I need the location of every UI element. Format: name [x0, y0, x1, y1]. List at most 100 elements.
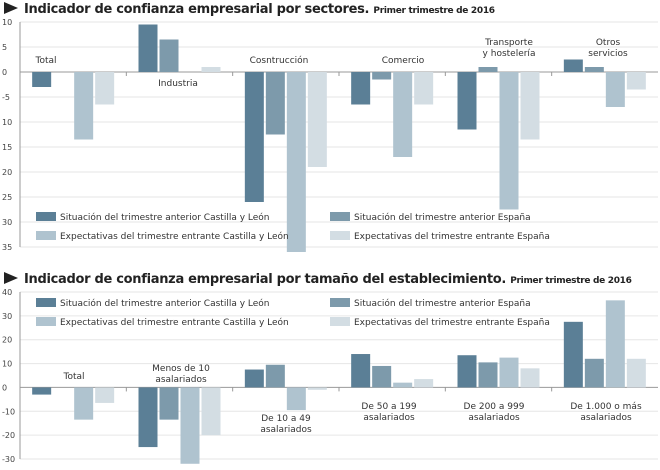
chart-sectores: 10 5 0 -5 10 15 20 25 30 35 Total Industria Cosntruc… — [2, 18, 658, 252]
chart-title-text: Indicador de confianza empresarial por s… — [24, 2, 370, 17]
legend-label: Expectativas del trimestre entrante Cast… — [60, 231, 289, 242]
chart-subtitle: Primer trimestre de 2016 — [510, 276, 632, 286]
bar — [372, 365, 392, 388]
category-label: servicios — [588, 49, 628, 59]
bar — [626, 358, 646, 388]
y-tick-label: -5 — [2, 93, 10, 102]
y-tick-label: -20 — [2, 431, 15, 440]
category-label: asalariados — [260, 425, 312, 435]
bar — [138, 387, 158, 448]
chart-title-tamano: Indicador de confianza empresarial por t… — [4, 272, 632, 287]
bar — [457, 355, 477, 388]
bar — [478, 362, 498, 388]
legend-label: Expectativas del trimestre entrante Cast… — [60, 317, 289, 328]
category-label: Total — [62, 372, 84, 382]
y-tick-label: 15 — [2, 143, 12, 152]
y-tick-label: 30 — [2, 218, 12, 227]
legend-swatch — [330, 317, 350, 326]
legend-swatch — [36, 317, 56, 326]
bar — [457, 72, 477, 130]
bar — [74, 72, 94, 140]
legend-label: Situación del trimestre anterior España — [354, 212, 531, 223]
bar — [520, 72, 540, 140]
y-tick-label: 20 — [2, 336, 12, 345]
category-label: Menos de 10 — [152, 364, 210, 374]
y-tick-label: 30 — [2, 312, 12, 321]
bar — [244, 72, 264, 202]
category-label: De 50 a 199 — [361, 402, 416, 412]
legend-swatch — [36, 298, 56, 307]
legend-label: Expectativas del trimestre entrante Espa… — [354, 318, 550, 328]
category-label: y hostelería — [483, 49, 536, 59]
bar — [626, 72, 646, 90]
bar — [584, 358, 604, 388]
legend-swatch — [330, 212, 350, 221]
bar — [265, 364, 285, 388]
bar — [244, 369, 264, 388]
bar — [563, 321, 583, 388]
category-label: asalariados — [580, 413, 632, 423]
bar — [499, 357, 519, 388]
category-label: De 1.000 o más — [570, 402, 642, 412]
category-label: Total — [34, 56, 56, 66]
bar — [95, 72, 115, 105]
legend-swatch — [36, 231, 56, 240]
bar — [265, 72, 285, 135]
bar — [74, 387, 94, 420]
y-tick-label: -30 — [2, 455, 15, 464]
bar — [32, 387, 52, 395]
bar — [201, 67, 221, 72]
legend-swatch — [330, 231, 350, 240]
y-tick-label: 0 — [2, 68, 7, 77]
bar — [393, 382, 413, 388]
y-tick-label: 5 — [2, 43, 7, 52]
category-label: Comercio — [382, 56, 425, 66]
title-arrow-icon — [4, 2, 18, 14]
legend-label: Situación del trimestre anterior España — [354, 298, 531, 309]
category-label: Transporte — [484, 38, 533, 48]
legend-swatch — [330, 298, 350, 307]
bar — [520, 368, 540, 388]
bar — [159, 39, 179, 72]
bar — [478, 67, 498, 72]
bar — [180, 387, 200, 464]
bar — [414, 72, 434, 105]
bar — [286, 387, 306, 411]
title-arrow-icon — [4, 272, 18, 284]
chart-title-text: Indicador de confianza empresarial por t… — [24, 272, 507, 287]
bar — [307, 72, 327, 167]
legend-swatch — [36, 212, 56, 221]
y-tick-label: 10 — [2, 118, 12, 127]
category-label: Otros — [596, 38, 621, 48]
category-label: asalariados — [363, 413, 415, 423]
legend-label: Situación del trimestre anterior Castill… — [60, 212, 269, 223]
y-tick-label: 20 — [2, 168, 12, 177]
y-tick-label: 0 — [2, 383, 7, 392]
legend-label: Situación del trimestre anterior Castill… — [60, 298, 269, 309]
legend-label: Expectativas del trimestre entrante Espa… — [354, 232, 550, 242]
bar — [32, 72, 52, 87]
category-label: Cosntrucción — [250, 55, 309, 66]
bar — [95, 387, 115, 403]
category-label: asalariados — [468, 413, 520, 423]
bar — [138, 24, 158, 72]
bar — [307, 387, 327, 390]
chart-title-sectores: Indicador de confianza empresarial por s… — [4, 2, 495, 17]
category-label: Industria — [158, 79, 198, 89]
bar — [584, 67, 604, 72]
bar — [351, 354, 371, 388]
category-label: De 10 a 49 — [261, 414, 311, 424]
bar — [563, 59, 583, 72]
y-tick-label: 10 — [2, 18, 12, 27]
bar — [351, 72, 371, 105]
bar — [159, 387, 179, 420]
y-tick-label: 35 — [2, 243, 12, 252]
y-tick-label: -10 — [2, 407, 15, 416]
bar — [414, 379, 434, 388]
chart-subtitle: Primer trimestre de 2016 — [373, 6, 495, 16]
category-label: De 200 a 999 — [464, 402, 525, 412]
bar — [201, 387, 221, 436]
y-tick-label: 40 — [2, 288, 12, 297]
category-label: asalariados — [155, 375, 207, 385]
